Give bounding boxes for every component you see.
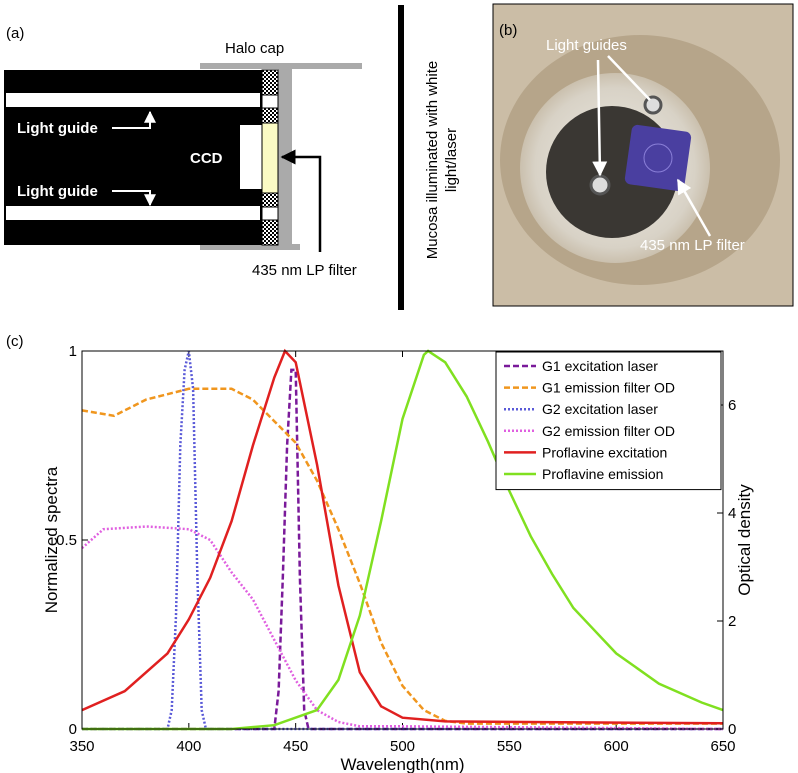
ccd <box>240 125 264 189</box>
window <box>261 94 279 109</box>
label: 435 nm LP filter <box>252 262 357 279</box>
y2-axis-label: Optical density <box>735 484 754 596</box>
y-axis-label: Normalized spectra <box>42 466 61 613</box>
series-line <box>81 387 723 725</box>
arrow <box>280 149 322 252</box>
label: light/laser <box>443 128 460 192</box>
x-tick-label: 650 <box>710 738 735 755</box>
legend-label: G1 excitation laser <box>542 358 658 374</box>
series-line <box>82 349 724 731</box>
series-line <box>82 368 723 731</box>
legend-label: Proflavine excitation <box>542 444 667 460</box>
label: Halo cap <box>225 40 284 57</box>
filter <box>624 124 692 192</box>
x-tick-label: 500 <box>390 738 415 755</box>
x-tick-label: 350 <box>69 738 94 755</box>
label: Light guides <box>546 37 627 54</box>
label: Light guide <box>17 120 98 137</box>
chart: 350 400 450 500 550 600 65000.510246Wavelength… <box>42 343 754 773</box>
light-guide <box>589 174 611 196</box>
light-guide <box>6 206 260 220</box>
x-axis-label: Wavelength(nm) <box>340 755 464 773</box>
photo-b: Light guides 435 nm LP filter (b) <box>492 3 794 307</box>
label: Light guide <box>17 183 98 200</box>
arrow <box>598 55 651 175</box>
y2-tick-label: 4 <box>728 505 736 522</box>
legend-label: G2 excitation laser <box>542 401 658 417</box>
window <box>261 206 279 221</box>
legend-label: Proflavine emission <box>542 466 663 482</box>
x-tick-label: 450 <box>283 738 308 755</box>
plot-frame <box>81 350 724 730</box>
series-line <box>82 350 723 731</box>
y2-tick-label: 6 <box>728 397 736 414</box>
legend-label: G2 emission filter OD <box>542 423 675 439</box>
arrow <box>676 178 712 237</box>
light-guide <box>643 95 663 115</box>
y2-tick-label: 2 <box>728 613 736 630</box>
y-tick-label: 1 <box>69 343 77 360</box>
light-guide <box>6 93 260 107</box>
diagram-a: (a) Halo cap Light guide CCD Light guide… <box>4 5 460 310</box>
arrow <box>112 110 156 129</box>
panel-label: (c) <box>6 333 24 350</box>
mucosa-line <box>398 5 404 310</box>
x-tick-label: 550 <box>497 738 522 755</box>
label: CCD <box>190 150 223 167</box>
panel-label: (a) <box>6 25 24 42</box>
halo-cap <box>200 244 300 250</box>
label: Mucosa illuminated with white <box>424 61 441 259</box>
y-tick-label: 0 <box>69 721 77 738</box>
filter <box>643 143 673 173</box>
y2-tick-label: 0 <box>728 721 736 738</box>
panel-label: (b) <box>499 22 517 39</box>
label: 435 nm LP filter <box>640 237 745 254</box>
filter <box>261 122 279 194</box>
y-tick-label: 0.5 <box>56 532 77 549</box>
arrow <box>112 190 156 207</box>
legend-box <box>495 351 722 491</box>
x-tick-label: 400 <box>176 738 201 755</box>
x-tick-label: 600 <box>604 738 629 755</box>
legend-label: G1 emission filter OD <box>542 380 675 396</box>
